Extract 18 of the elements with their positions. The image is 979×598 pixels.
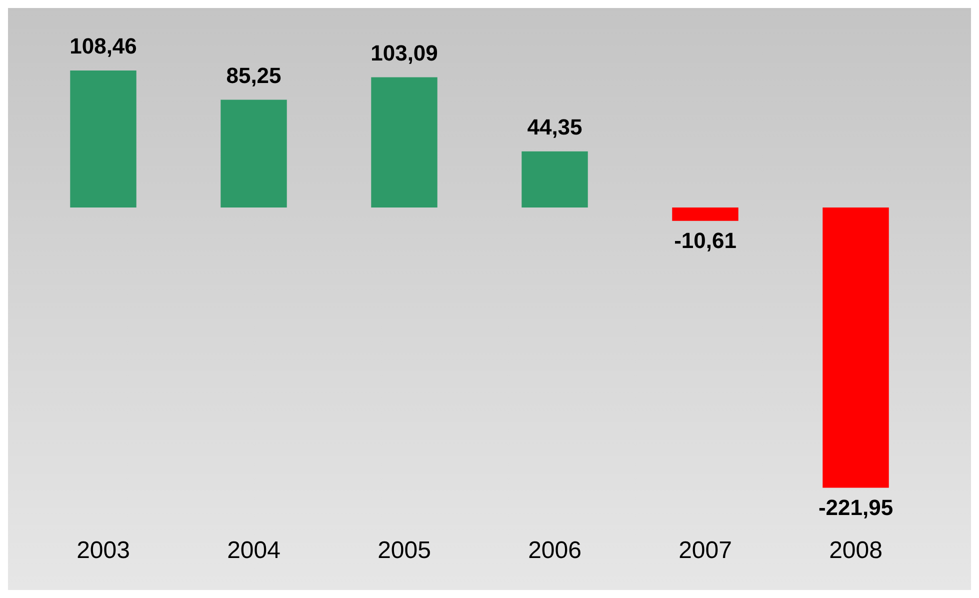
x-tick-label: 2005 — [378, 537, 431, 564]
data-label: 108,46 — [70, 34, 137, 59]
data-label: -10,61 — [674, 228, 736, 253]
data-label: 44,35 — [527, 114, 582, 140]
data-label: 103,09 — [370, 40, 438, 66]
data-label: 85,25 — [226, 62, 282, 88]
x-tick-label: 2008 — [829, 537, 882, 564]
bar — [220, 100, 287, 208]
bar — [371, 77, 438, 208]
bar — [522, 151, 588, 208]
bar — [672, 207, 738, 221]
x-tick-label: 2004 — [227, 537, 280, 564]
bar — [822, 207, 889, 488]
x-tick-label: 2007 — [678, 537, 732, 564]
data-label: -221,95 — [818, 494, 894, 520]
x-tick-label: 2003 — [76, 537, 130, 564]
x-tick-label: 2006 — [528, 537, 582, 564]
bar — [70, 70, 136, 208]
